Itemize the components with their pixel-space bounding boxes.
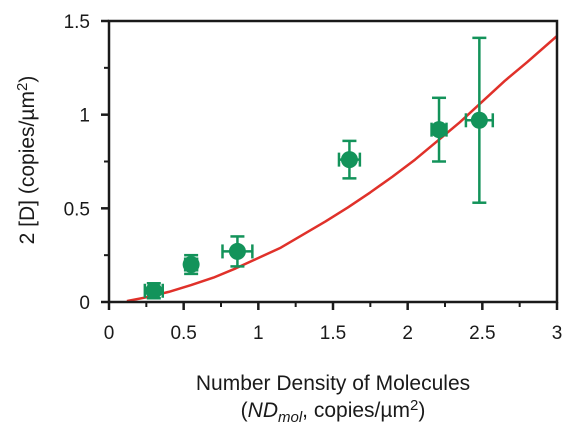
x-tick-label: 0 [104, 323, 115, 344]
x-tick-label: 1 [253, 323, 264, 344]
data-point [430, 121, 448, 139]
y-tick-label: 0.5 [64, 199, 90, 220]
data-point [228, 242, 246, 260]
data-point-group [337, 139, 362, 180]
x-tick-label: 2 [402, 323, 413, 344]
x-tick-label: 2.5 [469, 323, 495, 344]
y-tick-label: 1.5 [64, 12, 90, 33]
data-point-group [221, 235, 254, 268]
y-axis-title: 2 [D] (copies/µm2) [14, 76, 39, 245]
x-axis-title-open: ( [241, 399, 248, 422]
x-axis-title-subscript: mol [278, 409, 303, 425]
y-axis-title-superscript: 2 [14, 83, 31, 91]
x-axis-title-line2: (NDmol, copies/µm2) [241, 397, 426, 425]
y-tick-label: 0 [79, 293, 90, 314]
data-layer [143, 36, 495, 300]
data-point [182, 256, 200, 274]
x-tick-label: 0.5 [170, 323, 196, 344]
x-axis-title-units: , copies/µm [302, 399, 410, 422]
x-axis-title-close: ) [418, 399, 425, 422]
y-axis-title-close: ) [16, 76, 39, 83]
x-axis-title-superscript: 2 [410, 397, 418, 414]
ticks-layer [101, 19, 559, 310]
x-tick-label: 1.5 [320, 323, 346, 344]
data-point-group [464, 36, 495, 204]
data-point-group [430, 96, 448, 163]
data-point-group [143, 282, 165, 300]
x-tick-label: 3 [552, 323, 563, 344]
y-tick-label: 1 [79, 106, 90, 127]
data-point [340, 151, 358, 169]
tick-labels-layer: 0 0.5 1 1.5 2 2.5 3 0 0.5 1 1.5 [64, 12, 563, 344]
y-axis-title-main: 2 [D] (copies/µm [16, 91, 39, 244]
plot-frame [107, 19, 559, 304]
x-axis-title-symbol: ND [248, 399, 278, 422]
data-point-group [182, 253, 200, 276]
x-axis-title-line1: Number Density of Molecules [196, 372, 470, 395]
data-point [470, 111, 488, 129]
data-point [145, 282, 163, 300]
